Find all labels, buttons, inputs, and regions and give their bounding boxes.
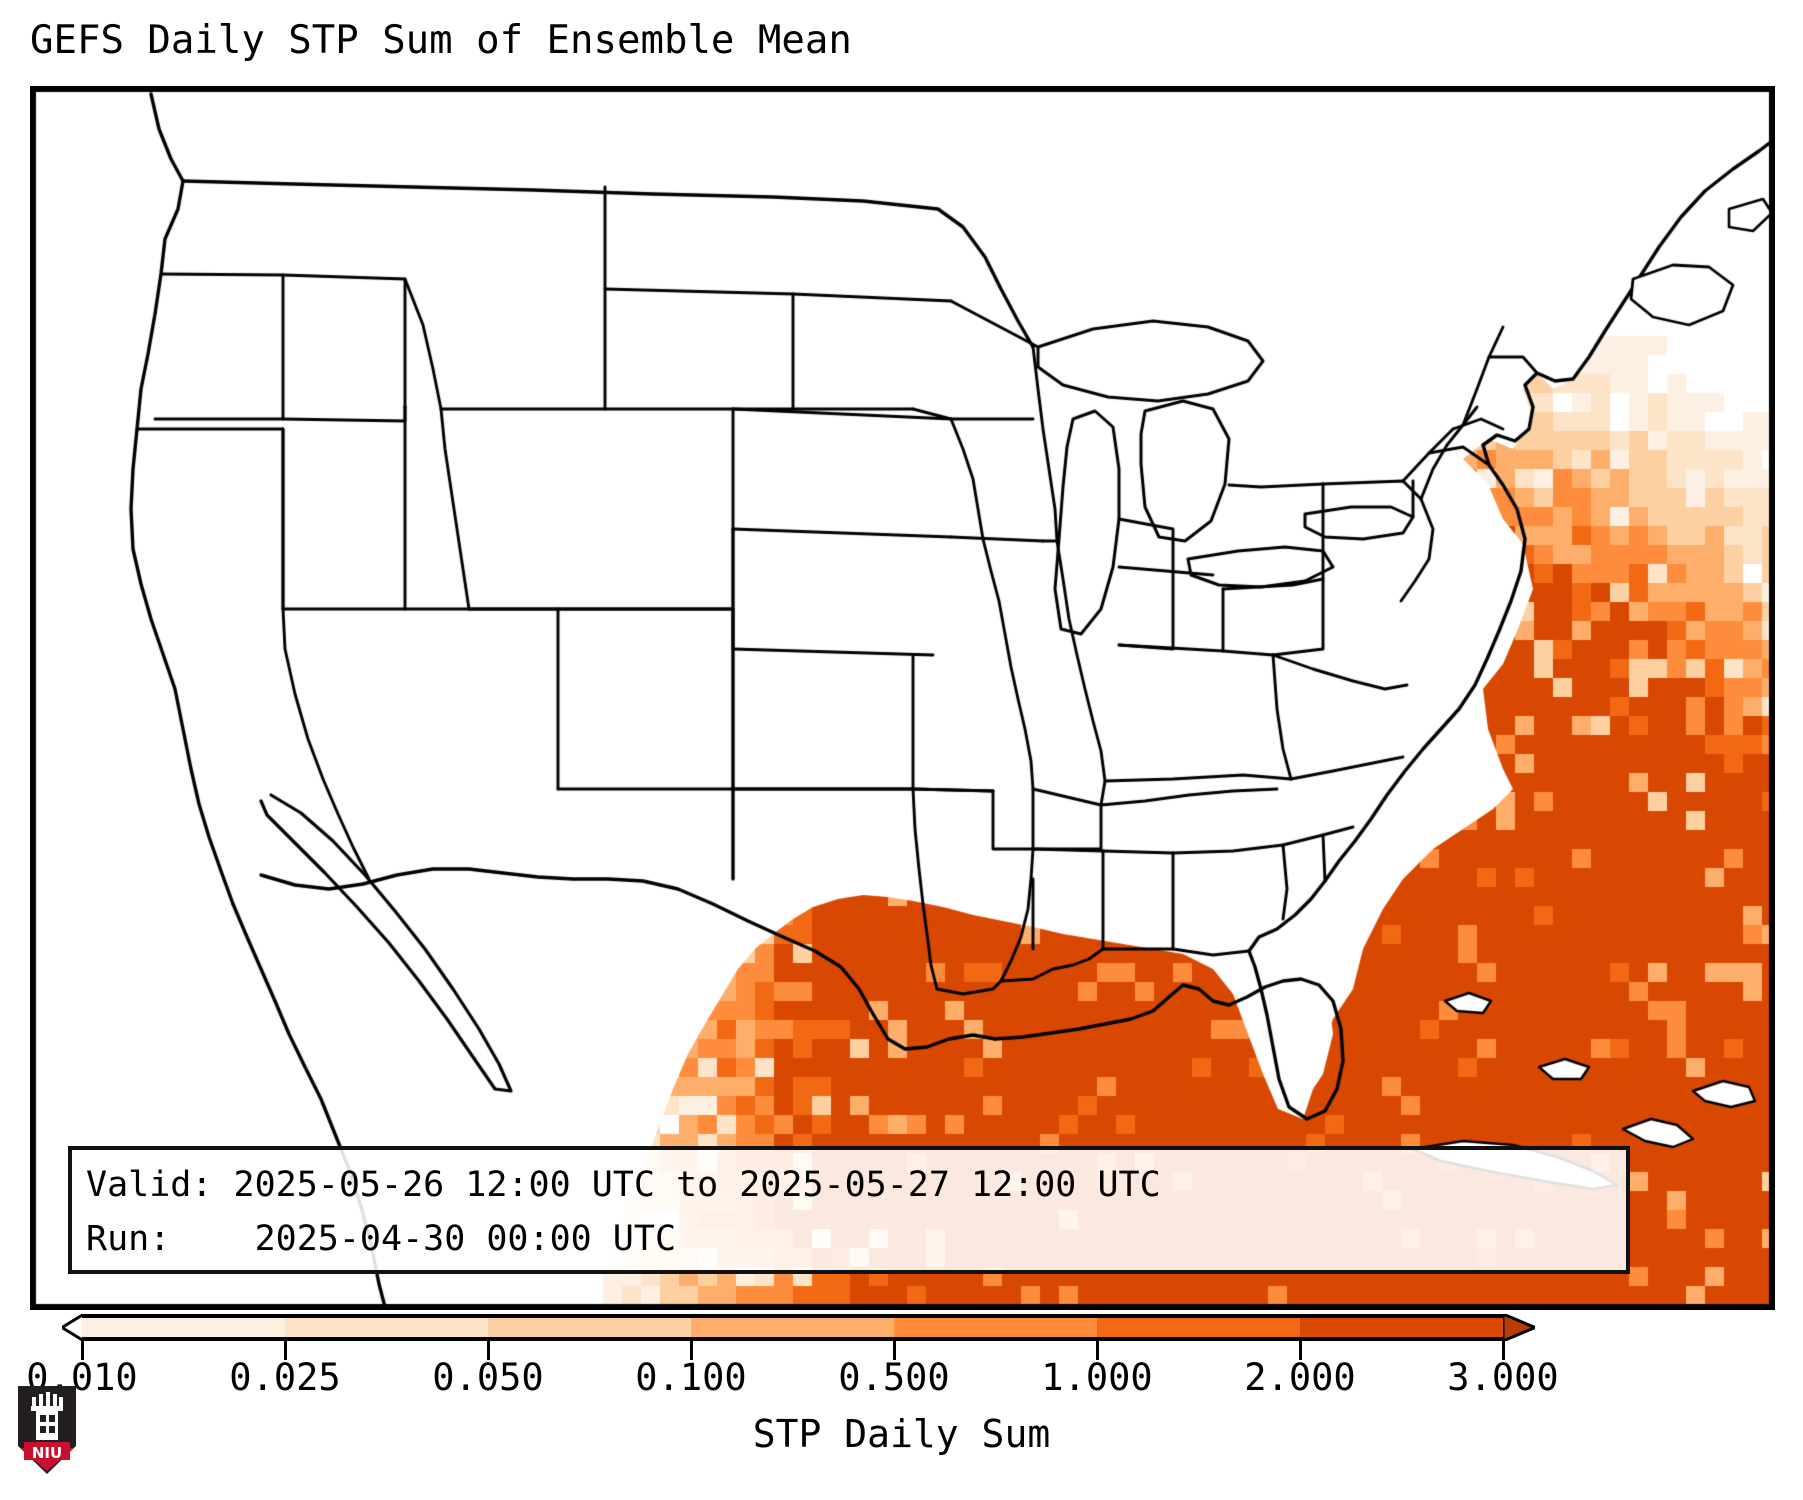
colorbar-tick-3 bbox=[689, 1341, 693, 1360]
colorbar-tick-label-1: 0.025 bbox=[229, 1356, 341, 1399]
valid-time-line: Valid: 2025-05-26 12:00 UTC to 2025-05-2… bbox=[86, 1165, 1161, 1205]
colorbar-tick-7 bbox=[1501, 1341, 1505, 1360]
colorbar-tick-label-6: 2.000 bbox=[1244, 1356, 1356, 1399]
colorbar-tick-label-2: 0.050 bbox=[432, 1356, 544, 1399]
colorbar bbox=[0, 1305, 1803, 1360]
colorbar-tick-label-7: 3.000 bbox=[1447, 1356, 1559, 1399]
colorbar-max-extend-arrow bbox=[1503, 1314, 1535, 1341]
colorbar-band-3 bbox=[691, 1318, 894, 1337]
colorbar-tick-6 bbox=[1298, 1341, 1302, 1360]
colorbar-band-2 bbox=[488, 1318, 691, 1337]
colorbar-band-0 bbox=[82, 1318, 285, 1337]
forecast-info-box: Valid: 2025-05-26 12:00 UTC to 2025-05-2… bbox=[68, 1146, 1630, 1274]
colorbar-tick-label-5: 1.000 bbox=[1041, 1356, 1153, 1399]
colorbar-band-5 bbox=[1097, 1318, 1300, 1337]
colorbar-axis-label: STP Daily Sum bbox=[752, 1412, 1051, 1456]
colorbar-tick-label-4: 0.500 bbox=[838, 1356, 950, 1399]
colorbar-tick-4 bbox=[892, 1341, 896, 1360]
niu-logo-text: NIU bbox=[32, 1444, 62, 1462]
colorbar-tick-2 bbox=[486, 1341, 490, 1360]
colorbar-tick-1 bbox=[283, 1341, 287, 1360]
niu-logo: NIU bbox=[18, 1386, 76, 1474]
colorbar-tick-labels: 0.010 0.025 0.050 0.100 0.500 1.000 2.000 3.000 bbox=[0, 1356, 1803, 1402]
colorbar-tick-0 bbox=[80, 1341, 84, 1360]
colorbar-tick-label-3: 0.100 bbox=[635, 1356, 747, 1399]
colorbar-band-1 bbox=[285, 1318, 488, 1337]
colorbar-min-extend-arrow bbox=[62, 1314, 84, 1341]
colorbar-ticks bbox=[80, 1341, 1505, 1361]
run-time-line: Run: 2025-04-30 00:00 UTC bbox=[86, 1219, 677, 1259]
colorbar-tick-5 bbox=[1095, 1341, 1099, 1360]
page-title: GEFS Daily STP Sum of Ensemble Mean bbox=[30, 18, 852, 63]
map-panel bbox=[30, 86, 1775, 1310]
colorbar-band-6 bbox=[1300, 1318, 1503, 1337]
colorbar-band-4 bbox=[894, 1318, 1097, 1337]
colorbar-gradient bbox=[82, 1314, 1503, 1341]
map-heatmap-canvas bbox=[33, 89, 1772, 1307]
